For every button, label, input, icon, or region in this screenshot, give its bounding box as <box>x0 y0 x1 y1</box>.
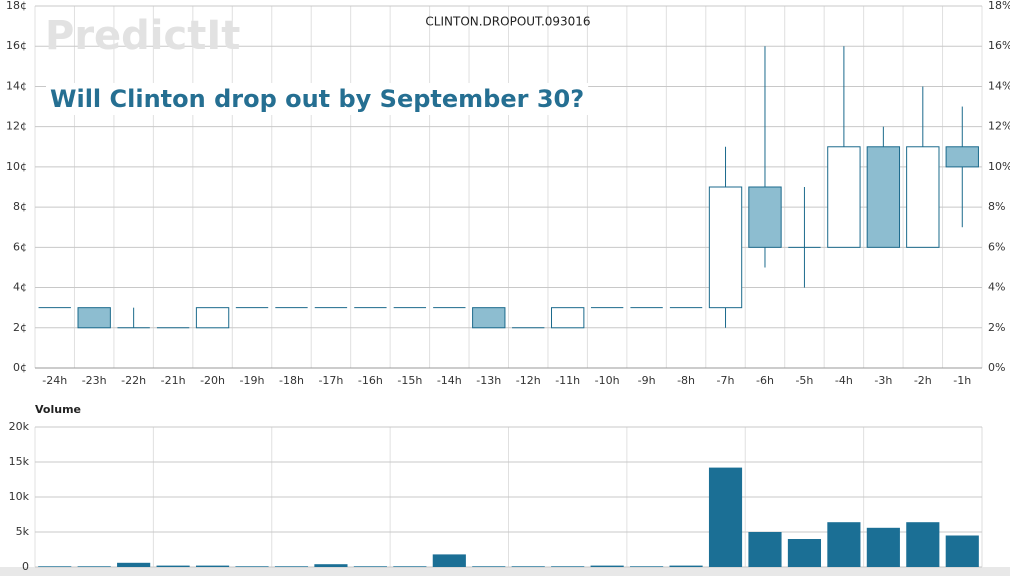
y2-tick-label: 18% <box>988 0 1010 12</box>
y2-tick-label: 4% <box>988 281 1005 294</box>
y-tick-label: 12¢ <box>6 120 27 133</box>
y-tick-label: 0¢ <box>13 361 27 374</box>
volume-bar <box>708 467 743 567</box>
x-tick-label: -3h <box>874 374 892 387</box>
y2-tick-label: 12% <box>988 120 1010 133</box>
volume-bar <box>38 566 72 567</box>
x-tick-label: -12h <box>516 374 541 387</box>
candle-body <box>866 146 901 248</box>
volume-bar <box>827 522 861 567</box>
volume-bar <box>630 566 664 567</box>
x-tick-label: -16h <box>358 374 383 387</box>
volume-bar <box>669 565 703 567</box>
x-tick-label: -13h <box>476 374 501 387</box>
volume-bar <box>314 564 348 567</box>
candle-body <box>748 186 782 248</box>
y2-tick-label: 8% <box>988 200 1005 213</box>
volume-title: Volume <box>35 403 81 416</box>
y2-tick-label: 2% <box>988 321 1005 334</box>
x-tick-label: -9h <box>638 374 656 387</box>
x-tick-label: -2h <box>914 374 932 387</box>
candle-body <box>906 146 940 248</box>
volume-bar <box>551 566 585 567</box>
volume-bar <box>590 565 624 567</box>
x-tick-label: -23h <box>82 374 107 387</box>
y-tick-label: 15k <box>9 455 30 468</box>
volume-bar <box>156 565 190 567</box>
y2-tick-label: 10% <box>988 160 1010 173</box>
volume-bar <box>945 535 979 567</box>
chart-title: CLINTON.DROPOUT.093016 <box>425 15 590 29</box>
x-tick-label: -17h <box>318 374 343 387</box>
x-tick-label: -4h <box>835 374 853 387</box>
x-tick-label: -20h <box>200 374 225 387</box>
y-tick-label: 4¢ <box>13 281 27 294</box>
candle-body <box>827 146 861 248</box>
volume-bar <box>511 566 545 567</box>
x-tick-label: -1h <box>953 374 971 387</box>
volume-bar <box>748 532 782 567</box>
volume-bar <box>906 522 940 567</box>
volume-bar <box>274 566 309 567</box>
x-tick-label: -8h <box>677 374 695 387</box>
y-tick-label: 14¢ <box>6 79 27 92</box>
x-tick-label: -6h <box>756 374 774 387</box>
volume-bar <box>77 566 111 567</box>
y-tick-label: 5k <box>16 525 30 538</box>
y-tick-label: 16¢ <box>6 39 27 52</box>
y2-tick-label: 14% <box>988 79 1010 92</box>
watermark: PredictIt <box>45 13 240 59</box>
candle-body <box>945 146 979 168</box>
y-tick-label: 8¢ <box>13 200 27 213</box>
volume-bar <box>432 554 466 567</box>
subtitle-background <box>46 83 589 115</box>
x-tick-label: -18h <box>279 374 304 387</box>
volume-bar <box>195 565 230 567</box>
y-tick-label: 18¢ <box>6 0 27 12</box>
volume-bar <box>393 566 427 567</box>
y-tick-label: 20k <box>9 420 30 433</box>
y2-tick-label: 6% <box>988 240 1005 253</box>
volume-bar <box>472 566 506 567</box>
y-tick-label: 10¢ <box>6 160 27 173</box>
x-tick-label: -22h <box>121 374 146 387</box>
candle-body <box>708 186 743 309</box>
volume-bar <box>117 562 151 567</box>
y2-tick-label: 0% <box>988 361 1005 374</box>
candle-body <box>77 307 111 329</box>
y2-tick-label: 16% <box>988 39 1010 52</box>
x-tick-label: -21h <box>161 374 186 387</box>
scrollbar <box>0 567 1010 576</box>
y-tick-label: 6¢ <box>13 240 27 253</box>
candle-body <box>472 307 506 329</box>
x-tick-label: -24h <box>42 374 67 387</box>
candle-body <box>551 307 585 329</box>
volume-bar <box>866 527 900 567</box>
x-tick-label: -11h <box>555 374 580 387</box>
volume-bar <box>235 566 269 567</box>
y-tick-label: 0 <box>22 560 29 573</box>
subtitle: Will Clinton drop out by September 30? <box>50 85 584 113</box>
y-tick-label: 10k <box>9 490 30 503</box>
x-tick-label: -15h <box>397 374 422 387</box>
x-tick-label: -10h <box>595 374 620 387</box>
candle-body <box>195 307 230 329</box>
x-tick-label: -14h <box>437 374 462 387</box>
volume-bar <box>353 566 387 567</box>
volume-bar <box>787 539 822 567</box>
y-tick-label: 2¢ <box>13 321 27 334</box>
x-tick-label: -19h <box>240 374 265 387</box>
x-tick-label: -7h <box>717 374 735 387</box>
x-tick-label: -5h <box>795 374 813 387</box>
